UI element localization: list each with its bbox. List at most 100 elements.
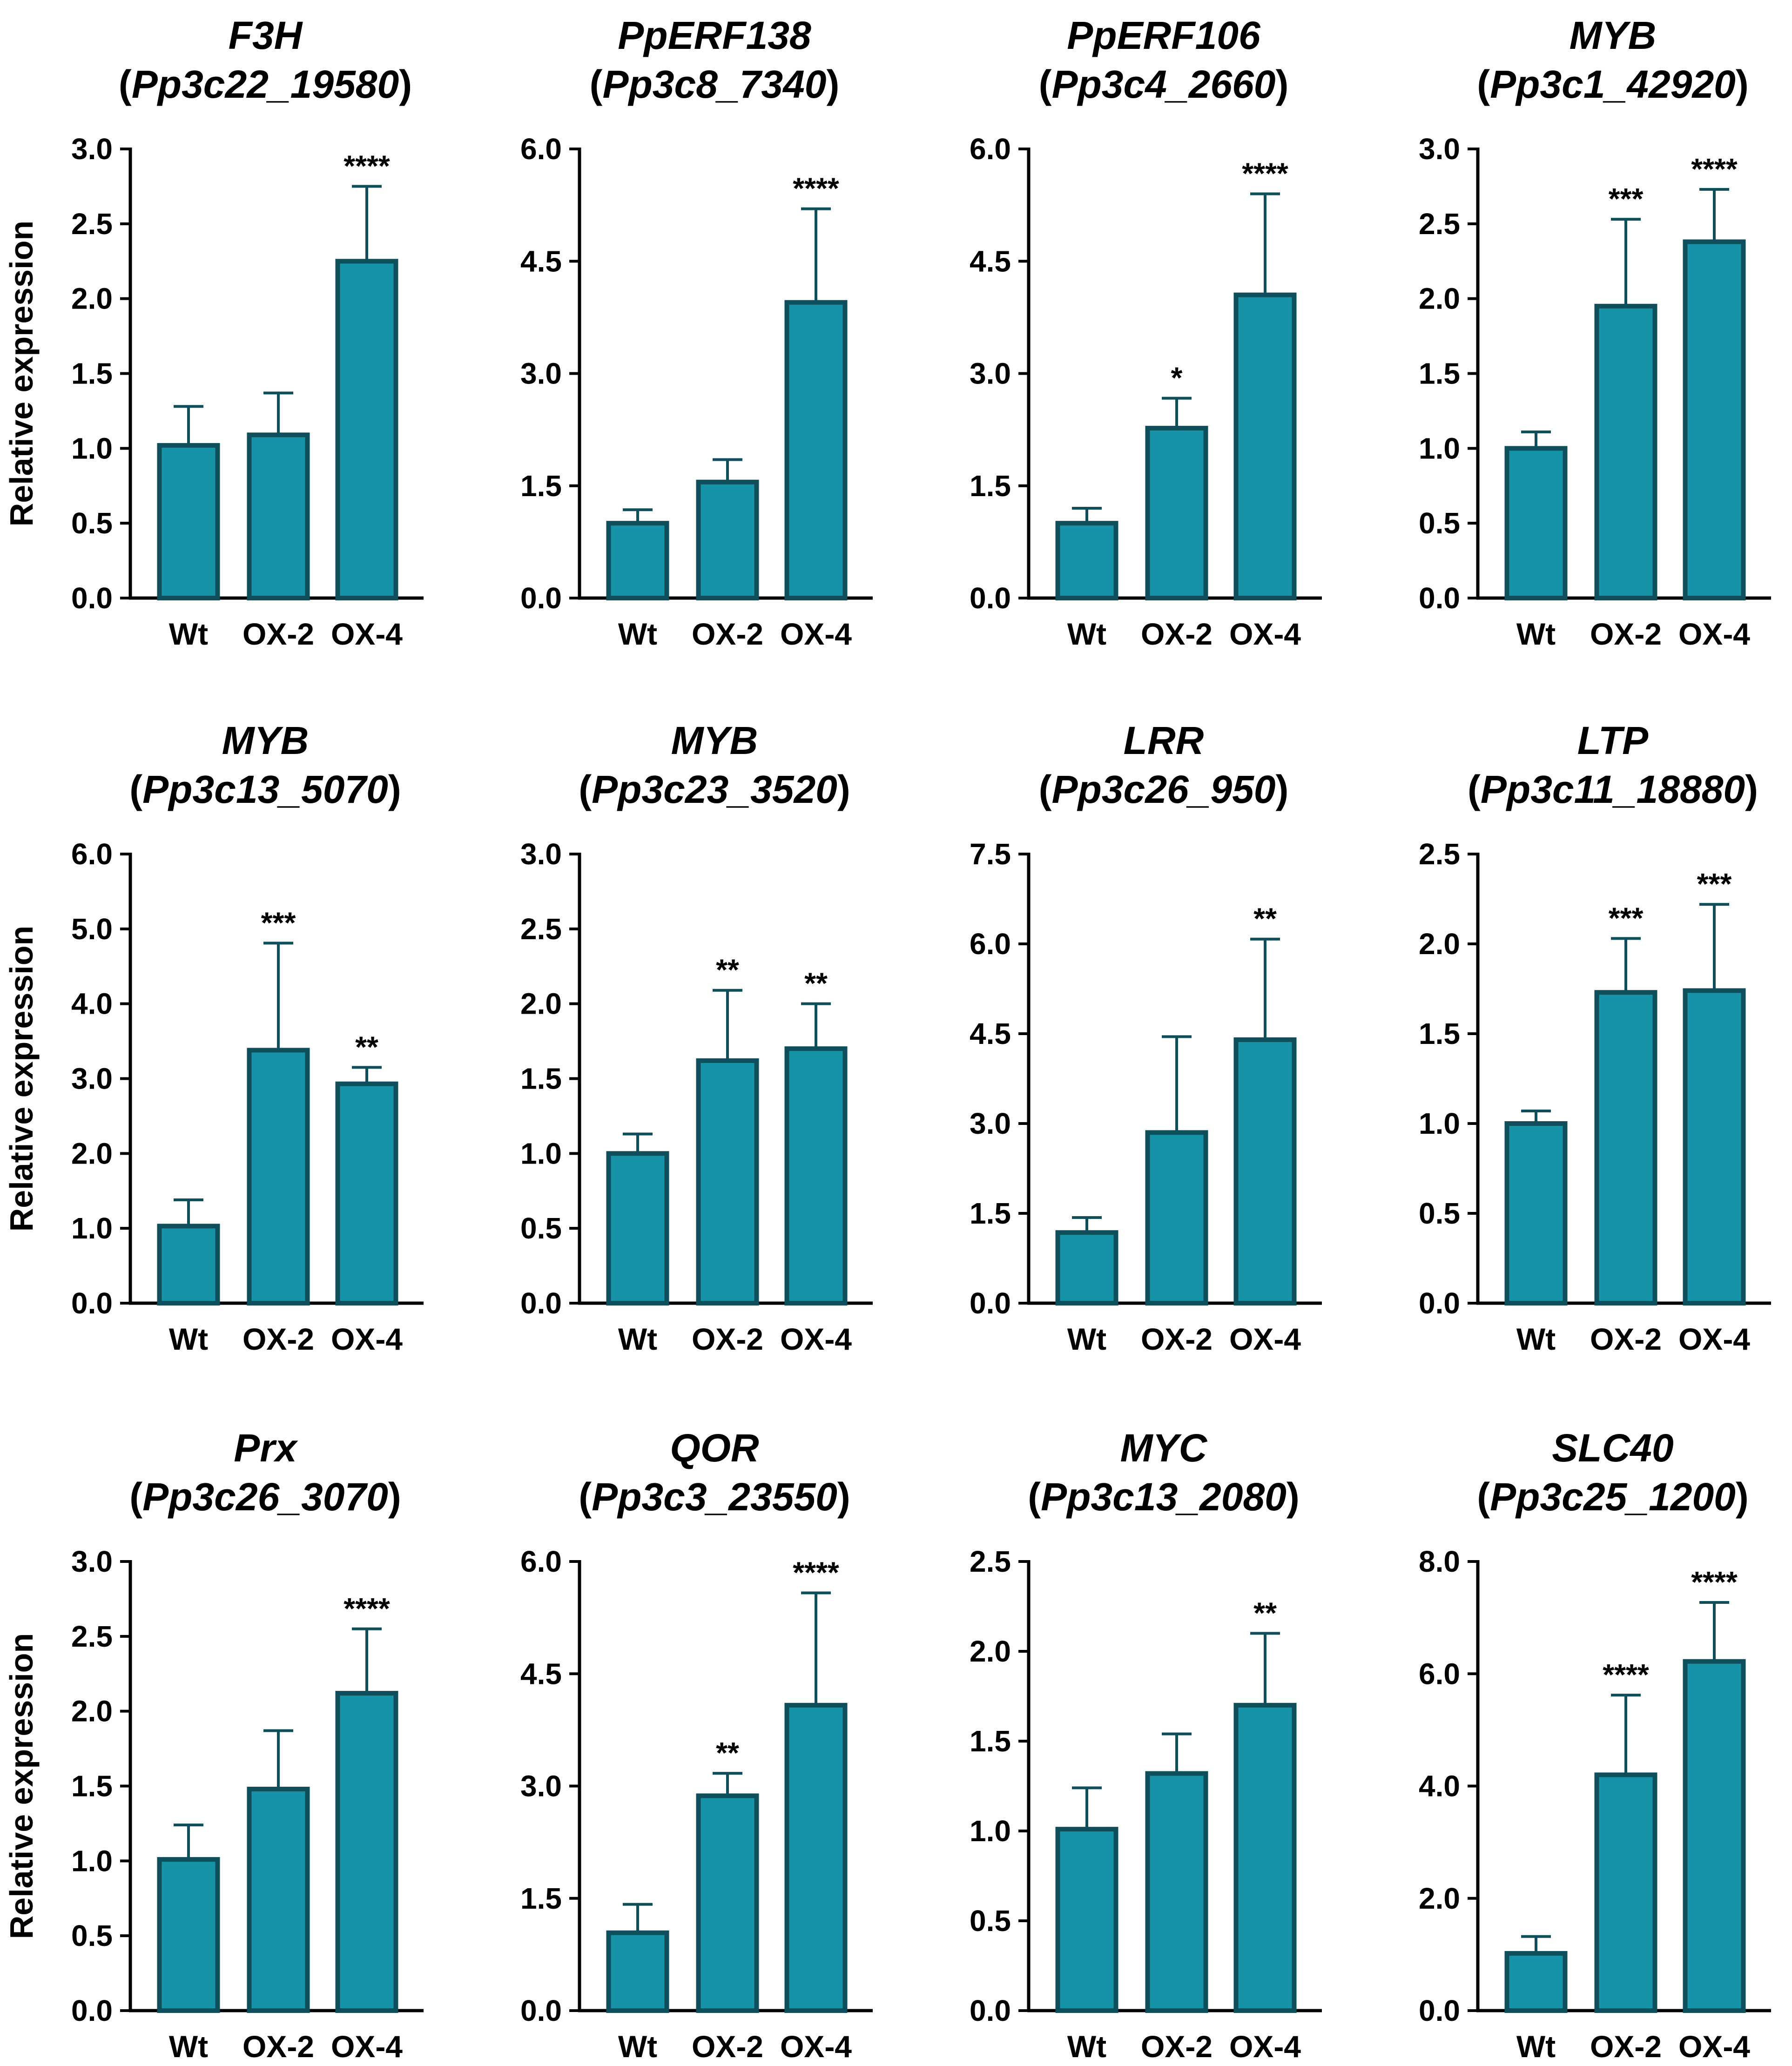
x-category-label: OX-4 (780, 617, 852, 651)
x-category-label: Wt (169, 2029, 208, 2064)
chart-subtitle-text: Pp3c11_18880 (1481, 767, 1745, 811)
chart-panel-9: Prx (Pp3c26_3070) Relative expression 0.0 0.… (3, 1426, 424, 2064)
y-tick-label: 3.0 (520, 1770, 562, 1803)
y-tick-label: 7.5 (970, 837, 1011, 871)
bar-wt (1504, 1951, 1568, 2013)
bar-wt (1055, 521, 1118, 600)
y-tick-label: 3.0 (71, 1062, 113, 1096)
bar-ox-2 (1145, 1130, 1208, 1306)
chart-subtitle-text: Pp3c8_7340 (602, 62, 826, 106)
y-tick-label: 6.0 (520, 132, 562, 166)
chart-title: MYB (1570, 13, 1657, 57)
y-tick-label: 0.0 (970, 1286, 1011, 1320)
y-tick-label: 1.0 (1419, 1107, 1460, 1140)
chart-title: LRR (1124, 719, 1204, 762)
chart-subtitle: (Pp3c23_3520) (579, 767, 850, 811)
y-axis-label: Relative expression (3, 221, 40, 527)
chart-subtitle: (Pp3c8_7340) (589, 62, 839, 106)
significance-label: **** (1691, 152, 1738, 186)
x-category-label: Wt (618, 617, 657, 651)
bar-ox-2 (247, 432, 310, 601)
chart-subtitle: (Pp3c11_18880) (1468, 767, 1758, 811)
chart-title: MYB (222, 719, 309, 762)
y-tick-label: 1.5 (970, 1197, 1011, 1230)
y-tick-label: 2.0 (520, 987, 562, 1021)
bar-ox-4 (335, 1691, 398, 2013)
y-tick-label: 4.5 (970, 244, 1011, 278)
chart-title: QOR (670, 1426, 759, 1470)
chart-title: MYC (1120, 1426, 1208, 1470)
bar-ox-2 (1145, 1771, 1208, 2013)
x-category-label: OX-2 (1141, 2029, 1213, 2064)
bar-wt (1055, 1230, 1118, 1306)
x-category-label: OX-4 (331, 2029, 403, 2064)
chart-title: Prx (234, 1426, 298, 1470)
y-tick-label: 0.0 (970, 1994, 1011, 2027)
y-tick-label: 2.0 (1419, 1882, 1460, 1915)
y-tick-label: 4.5 (970, 1017, 1011, 1050)
y-axis-label: Relative expression (3, 1633, 40, 1939)
significance-label: **** (344, 1592, 390, 1625)
chart-subtitle-text: Pp3c26_950 (1051, 767, 1275, 811)
x-category-label: Wt (169, 617, 208, 651)
significance-label: ** (804, 967, 828, 1000)
bar-wt (606, 1151, 669, 1306)
y-tick-label: 2.5 (1419, 207, 1460, 241)
x-category-label: OX-4 (780, 2029, 852, 2064)
y-tick-label: 3.0 (520, 837, 562, 871)
bar-wt (1504, 1121, 1568, 1306)
chart-panel-5: MYB (Pp3c13_5070) Relative expression 0.0 1.… (3, 719, 424, 1356)
x-category-label: OX-2 (1590, 2029, 1662, 2064)
chart-subtitle: (Pp3c13_2080) (1028, 1475, 1300, 1519)
y-tick-label: 6.0 (970, 927, 1011, 961)
y-tick-label: 0.5 (1419, 506, 1460, 540)
y-tick-label: 2.0 (970, 1635, 1011, 1668)
y-tick-label: 1.5 (1419, 1017, 1460, 1050)
bar-ox-4 (1233, 292, 1297, 600)
y-tick-label: 0.0 (1419, 1286, 1460, 1320)
bar-ox-4 (1683, 988, 1746, 1306)
chart-panel-6: MYB (Pp3c23_3520) 0.0 0.5 1.0 1.5 2.0 2.5 3.0 Wt *… (520, 719, 873, 1356)
chart-subtitle-text: Pp3c4_2660 (1051, 62, 1275, 106)
chart-subtitle: (Pp3c25_1200) (1477, 1475, 1749, 1519)
y-tick-label: 3.0 (520, 357, 562, 390)
y-tick-label: 6.0 (520, 1545, 562, 1578)
x-category-label: OX-4 (1229, 617, 1301, 651)
chart-panel-7: LRR (Pp3c26_950) 0.0 1.5 3.0 4.5 6.0 7.5 Wt OX-2 *… (970, 719, 1322, 1356)
y-tick-label: 0.0 (970, 581, 1011, 615)
y-tick-label: 3.0 (1419, 132, 1460, 166)
y-tick-label: 6.0 (71, 837, 113, 871)
significance-label: * (1171, 361, 1183, 395)
y-tick-label: 2.0 (71, 1137, 113, 1170)
y-tick-label: 1.0 (71, 1211, 113, 1245)
y-tick-label: 1.5 (71, 357, 113, 390)
x-category-label: Wt (1516, 1322, 1556, 1356)
x-category-label: OX-4 (331, 617, 403, 651)
x-category-label: Wt (618, 2029, 657, 2064)
y-tick-label: 0.5 (520, 1211, 562, 1245)
x-category-label: Wt (1067, 2029, 1106, 2064)
y-tick-label: 1.5 (71, 1770, 113, 1803)
chart-panel-3: PpERF106 (Pp3c4_2660) 0.0 1.5 3.0 4.5 6.0 Wt * OX… (970, 13, 1322, 651)
chart-subtitle-text: Pp3c3_23550 (592, 1475, 837, 1519)
x-category-label: OX-2 (1590, 1322, 1662, 1356)
chart-title: MYB (671, 719, 758, 762)
chart-subtitle: (Pp3c26_3070) (129, 1475, 401, 1519)
bar-wt (1504, 446, 1568, 600)
significance-label: ** (1253, 902, 1277, 935)
chart-subtitle-text: Pp3c13_2080 (1041, 1475, 1287, 1519)
bar-ox-2 (696, 479, 759, 601)
chart-subtitle-text: Pp3c23_3520 (592, 767, 837, 811)
significance-label: ** (1253, 1596, 1277, 1629)
bar-ox-2 (1594, 990, 1657, 1306)
chart-subtitle-text: Pp3c13_5070 (142, 767, 388, 811)
chart-subtitle: (Pp3c1_42920) (1477, 62, 1749, 106)
chart-subtitle-text: Pp3c1_42920 (1490, 62, 1736, 106)
chart-subtitle-text: Pp3c22_19580 (132, 62, 399, 106)
bar-ox-4 (784, 1703, 848, 2013)
x-category-label: Wt (169, 1322, 208, 1356)
bar-wt (157, 1857, 220, 2013)
x-category-label: OX-2 (243, 617, 314, 651)
y-tick-label: 1.0 (71, 431, 113, 465)
y-tick-label: 6.0 (1419, 1657, 1460, 1690)
